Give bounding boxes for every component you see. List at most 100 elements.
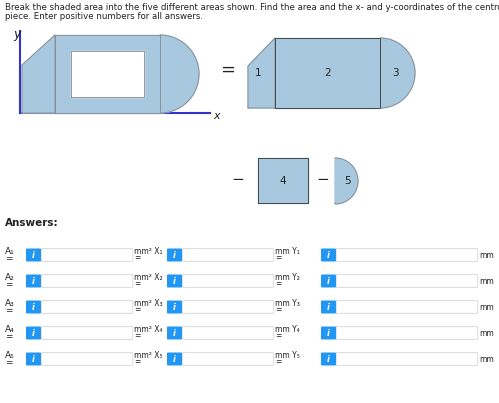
Polygon shape [71, 51, 144, 97]
Text: i: i [173, 328, 176, 337]
Text: y: y [13, 28, 20, 41]
Text: mm: mm [479, 251, 494, 260]
Text: mm Y₁: mm Y₁ [275, 247, 300, 256]
FancyBboxPatch shape [321, 353, 336, 366]
Text: i: i [327, 355, 330, 364]
FancyBboxPatch shape [41, 301, 133, 313]
Polygon shape [275, 38, 380, 108]
Text: mm² X₁: mm² X₁ [134, 247, 163, 256]
Text: i: i [32, 355, 35, 364]
Text: mm² X₄: mm² X₄ [134, 326, 163, 334]
Text: 1: 1 [254, 68, 261, 78]
Text: i: i [327, 303, 330, 312]
Text: =: = [134, 357, 140, 366]
Text: −: − [232, 172, 245, 187]
Text: mm: mm [479, 303, 494, 312]
FancyBboxPatch shape [336, 301, 478, 313]
Text: =: = [134, 332, 140, 341]
FancyBboxPatch shape [321, 274, 336, 287]
FancyBboxPatch shape [26, 353, 41, 366]
FancyBboxPatch shape [26, 274, 41, 287]
Text: −: − [317, 172, 329, 187]
Text: mm: mm [479, 355, 494, 364]
Text: i: i [173, 276, 176, 285]
Text: A₃: A₃ [5, 299, 15, 307]
Polygon shape [22, 35, 55, 113]
FancyBboxPatch shape [336, 275, 478, 287]
FancyBboxPatch shape [167, 274, 182, 287]
Polygon shape [335, 158, 358, 204]
Text: =: = [275, 357, 281, 366]
Text: 3: 3 [392, 68, 398, 78]
Text: x: x [213, 111, 220, 121]
Text: i: i [32, 328, 35, 337]
Polygon shape [160, 35, 199, 113]
FancyBboxPatch shape [336, 249, 478, 261]
Text: i: i [173, 355, 176, 364]
FancyBboxPatch shape [182, 353, 274, 365]
Text: =: = [275, 305, 281, 314]
Text: Break the shaded area into the five different areas shown. Find the area and the: Break the shaded area into the five diff… [5, 3, 499, 12]
Text: A₁: A₁ [5, 247, 15, 256]
Text: =: = [5, 307, 12, 316]
Text: i: i [327, 251, 330, 260]
Text: 2: 2 [325, 68, 331, 78]
FancyBboxPatch shape [26, 301, 41, 314]
FancyBboxPatch shape [41, 353, 133, 365]
Text: i: i [32, 251, 35, 260]
Text: =: = [134, 305, 140, 314]
Text: =: = [275, 280, 281, 289]
FancyBboxPatch shape [182, 327, 274, 339]
FancyBboxPatch shape [41, 249, 133, 261]
Text: =: = [275, 253, 281, 262]
Text: mm² X₅: mm² X₅ [134, 351, 163, 361]
Text: =: = [134, 253, 140, 262]
FancyBboxPatch shape [26, 326, 41, 339]
Text: =: = [5, 280, 12, 289]
Text: mm² X₂: mm² X₂ [134, 274, 163, 283]
Text: A₄: A₄ [5, 324, 15, 334]
FancyBboxPatch shape [321, 301, 336, 314]
Text: 5: 5 [345, 176, 351, 186]
Polygon shape [55, 35, 160, 113]
FancyBboxPatch shape [321, 249, 336, 262]
Text: =: = [5, 332, 12, 341]
FancyBboxPatch shape [26, 249, 41, 262]
FancyBboxPatch shape [182, 275, 274, 287]
Text: mm Y₅: mm Y₅ [275, 351, 300, 361]
Text: i: i [173, 303, 176, 312]
FancyBboxPatch shape [41, 327, 133, 339]
Text: =: = [275, 332, 281, 341]
Text: mm Y₄: mm Y₄ [275, 326, 300, 334]
Text: piece. Enter positive numbers for all answers.: piece. Enter positive numbers for all an… [5, 12, 203, 21]
FancyBboxPatch shape [182, 301, 274, 313]
FancyBboxPatch shape [167, 301, 182, 314]
FancyBboxPatch shape [41, 275, 133, 287]
Text: mm Y₂: mm Y₂ [275, 274, 300, 283]
Text: Answers:: Answers: [5, 218, 58, 228]
Text: =: = [134, 280, 140, 289]
Text: =: = [5, 255, 12, 264]
Text: i: i [32, 303, 35, 312]
Text: A₅: A₅ [5, 351, 15, 359]
FancyBboxPatch shape [182, 249, 274, 261]
Text: mm Y₃: mm Y₃ [275, 299, 300, 309]
FancyBboxPatch shape [321, 326, 336, 339]
Text: A₂: A₂ [5, 272, 15, 282]
Text: mm: mm [479, 276, 494, 285]
Polygon shape [380, 38, 415, 108]
Text: i: i [173, 251, 176, 260]
Text: mm: mm [479, 328, 494, 337]
Text: =: = [5, 359, 12, 368]
Polygon shape [248, 38, 275, 108]
FancyBboxPatch shape [336, 353, 478, 365]
Text: mm² X₃: mm² X₃ [134, 299, 163, 309]
FancyBboxPatch shape [167, 353, 182, 366]
Text: i: i [327, 276, 330, 285]
FancyBboxPatch shape [167, 249, 182, 262]
Text: =: = [221, 61, 236, 79]
Text: 4: 4 [279, 176, 286, 186]
FancyBboxPatch shape [336, 327, 478, 339]
Text: i: i [32, 276, 35, 285]
Text: i: i [327, 328, 330, 337]
